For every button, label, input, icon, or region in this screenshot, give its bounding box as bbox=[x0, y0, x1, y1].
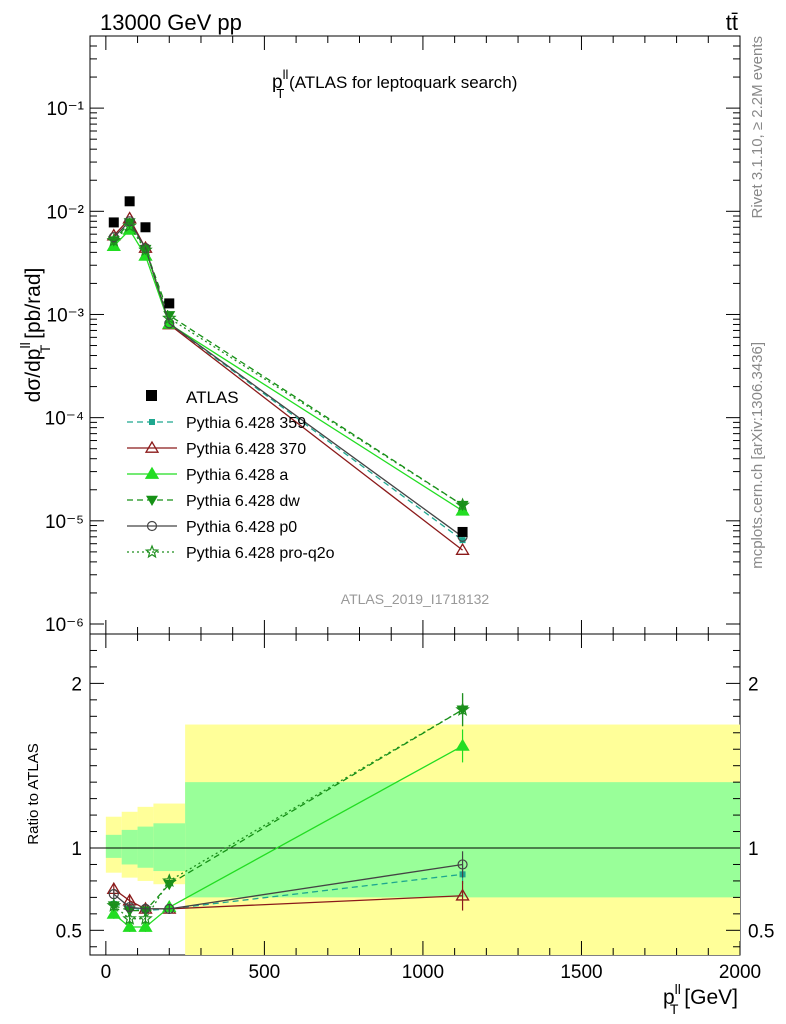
y-label-sup: ll bbox=[17, 342, 33, 348]
band-inner-0 bbox=[105, 834, 122, 858]
legend-label-pdw: Pythia 6.428 dw bbox=[186, 493, 300, 510]
plot-title-sub: T bbox=[276, 86, 284, 101]
ratio-point-pa bbox=[122, 919, 137, 932]
legend-marker-pq2o bbox=[144, 544, 160, 559]
ratio-point-pp0 bbox=[457, 859, 468, 870]
ratio-y-tick-label: 1 bbox=[71, 839, 82, 860]
x-tick-label: 0 bbox=[101, 962, 112, 983]
analysis-id: ATLAS_2019_I1718132 bbox=[341, 591, 490, 607]
header-right: tt̄ bbox=[726, 10, 738, 35]
y-label-pre: dσ/dp bbox=[22, 349, 45, 403]
ratio-y-tick-label-right: 0.5 bbox=[748, 921, 774, 942]
y-axis-label-ratio: Ratio to ATLAS bbox=[25, 743, 42, 844]
data-point bbox=[457, 526, 468, 537]
x-label-post: [GeV] bbox=[678, 986, 738, 1009]
ratio-y-tick-label-right: 1 bbox=[748, 839, 759, 860]
legend-label-p359: Pythia 6.428 359 bbox=[186, 415, 306, 432]
legend-label-pq2o: Pythia 6.428 pro-q2o bbox=[186, 545, 335, 562]
main-series-group bbox=[106, 196, 470, 555]
legend-marker-pa bbox=[144, 466, 160, 479]
legend-label-pa: Pythia 6.428 a bbox=[186, 467, 288, 484]
ratio-point-pa bbox=[106, 906, 121, 919]
data-point bbox=[164, 298, 175, 309]
legend-label-data: ATLAS bbox=[186, 388, 239, 407]
band-inner-3 bbox=[153, 823, 186, 872]
ratio-point-pq2o bbox=[162, 873, 177, 888]
data-point bbox=[140, 222, 151, 233]
uncertainty-bands bbox=[105, 724, 740, 955]
legend-marker-data bbox=[146, 390, 157, 401]
main-point-pq2o bbox=[162, 310, 177, 325]
x-axis-label: pll T [GeV] bbox=[663, 981, 738, 1017]
band-inner-2 bbox=[137, 826, 154, 868]
plot-title-main: p bbox=[272, 72, 283, 93]
ratio-series-group bbox=[106, 693, 470, 932]
ratio-point-pq2o bbox=[138, 911, 153, 925]
x-label-sub: T bbox=[670, 1001, 679, 1017]
y-tick-label: 10⁻⁵ bbox=[45, 512, 84, 533]
band-inner-1 bbox=[121, 829, 138, 865]
ratio-y-tick-label-right: 2 bbox=[748, 674, 759, 695]
plot-title-rest: (ATLAS for leptoquark search) bbox=[284, 73, 517, 92]
main-point-pq2o bbox=[122, 218, 137, 233]
ratio-point-pa bbox=[455, 738, 470, 751]
y-label-post: [pb/rad] bbox=[22, 268, 45, 345]
legend-label-p370: Pythia 6.428 370 bbox=[186, 441, 306, 458]
ratio-point-pq2o bbox=[455, 702, 470, 716]
ratio-point-p370 bbox=[455, 888, 470, 901]
ratio-point-pq2o bbox=[106, 897, 122, 912]
legend-marker-p370 bbox=[144, 440, 160, 453]
data-point bbox=[124, 196, 135, 207]
plot-title-sup: ll bbox=[283, 67, 289, 82]
main-line-pq2o bbox=[113, 225, 463, 506]
main-point-pq2o bbox=[138, 242, 153, 257]
y-tick-label: 10⁻³ bbox=[47, 305, 85, 326]
y-tick-label: 10⁻⁶ bbox=[45, 615, 84, 636]
legend-marker-p359 bbox=[149, 419, 155, 425]
main-line-pdw bbox=[113, 221, 463, 506]
ratio-point-pq2o bbox=[122, 911, 137, 925]
main-point-pp0 bbox=[164, 318, 175, 329]
legend-label-pp0: Pythia 6.428 p0 bbox=[186, 519, 297, 536]
legend-marker-pp0 bbox=[146, 520, 158, 532]
plot-title: pll T (ATLAS for leptoquark search) bbox=[272, 67, 517, 101]
x-label-pre: p bbox=[663, 986, 675, 1009]
main-point-p359 bbox=[459, 537, 466, 544]
y-tick-label: 10⁻¹ bbox=[47, 99, 85, 120]
axis-ticks: 0 500 1000 1500 2000 10⁻⁶ 10⁻⁵ 10⁻⁴ 10⁻³ 10⁻² 10⁻¹… bbox=[45, 35, 774, 983]
legend: ATLAS Pythia 6.428 359 Pythia 6.428 370 Pyt… bbox=[127, 388, 335, 562]
main-line-pp0 bbox=[113, 220, 463, 538]
ratio-y-tick-label: 2 bbox=[71, 674, 82, 695]
ratio-y-tick-label: 0.5 bbox=[56, 921, 82, 942]
ratio-point-pa bbox=[138, 919, 153, 932]
x-tick-label: 500 bbox=[249, 962, 281, 983]
main-point-pq2o bbox=[106, 232, 122, 247]
data-point bbox=[108, 217, 119, 228]
mcplots-label: mcplots.cern.ch [arXiv:1306.3436] bbox=[749, 342, 766, 569]
rivet-label: Rivet 3.1.10, ≥ 2.2M events bbox=[749, 36, 766, 219]
x-tick-label: 2000 bbox=[719, 962, 761, 983]
main-point-pdw bbox=[123, 218, 136, 229]
legend-marker-pdw bbox=[146, 495, 158, 506]
main-point-pq2o bbox=[455, 497, 470, 512]
y-label-sub: T bbox=[37, 344, 53, 353]
y-tick-label: 10⁻² bbox=[47, 202, 85, 223]
x-tick-label: 1500 bbox=[560, 962, 602, 983]
y-axis-label-main: dσ/dpll T [pb/rad] bbox=[17, 268, 53, 403]
x-label-sup: ll bbox=[675, 981, 681, 997]
ratio-point-pp0 bbox=[164, 903, 175, 915]
main-point-p370 bbox=[455, 542, 470, 555]
header-left: 13000 GeV pp bbox=[100, 10, 242, 35]
x-tick-label: 1000 bbox=[402, 962, 444, 983]
y-tick-label: 10⁻⁴ bbox=[45, 409, 84, 430]
